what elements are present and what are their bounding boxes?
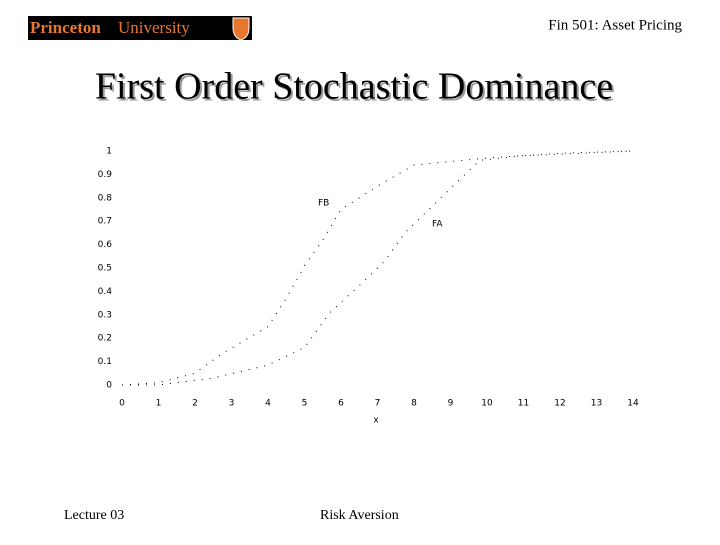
- title-shadow: First Order Stochastic Dominance: [97, 68, 615, 110]
- x-tick-label: 5: [302, 399, 308, 409]
- y-tick-label: 0.2: [98, 334, 112, 344]
- x-tick-label: 12: [554, 399, 565, 409]
- x-tick-label: 11: [518, 399, 529, 409]
- y-tick-label: 0.4: [98, 287, 113, 297]
- y-tick-label: 0.7: [98, 217, 112, 227]
- x-tick-label: 9: [448, 399, 454, 409]
- x-tick-label: 4: [265, 399, 271, 409]
- x-tick-label: 13: [591, 399, 602, 409]
- course: Fin 501: Asset Pricing: [548, 17, 682, 33]
- y-tick-label: 0.5: [98, 264, 112, 274]
- footer-center: Risk Aversion: [320, 508, 399, 523]
- x-tick-label: 2: [192, 399, 198, 409]
- logo-right: University: [118, 18, 190, 37]
- x-tick-label: 0: [119, 399, 125, 409]
- logo-left: Princeton: [30, 18, 101, 37]
- x-tick-label: 7: [375, 399, 381, 409]
- logo-shield: [232, 17, 250, 41]
- title: First Order Stochastic Dominance: [95, 66, 613, 108]
- x-tick-label: 8: [411, 399, 417, 409]
- x-tick-label: 1: [156, 399, 162, 409]
- plot: 0 1 2 3 4 5 6 7 8 9 10 11 12 13 1400.10.20.30.40.50.60…: [98, 147, 639, 409]
- logo-box: [28, 16, 252, 40]
- footer-left: Lecture 03: [64, 508, 124, 523]
- y-tick-label: 1: [106, 147, 112, 157]
- y-tick-label: 0: [106, 381, 112, 391]
- series-label: FA: [432, 220, 443, 230]
- y-tick-label: 0.1: [98, 357, 112, 367]
- cdf-line: [122, 150, 634, 386]
- x-tick-label: 10: [481, 399, 493, 409]
- y-tick-label: 0.9: [98, 170, 113, 180]
- y-tick-label: 0.6: [98, 240, 113, 250]
- series-label: FB: [318, 199, 329, 209]
- y-tick-label: 0.8: [98, 193, 113, 203]
- x-tick-label: 6: [338, 399, 344, 409]
- y-tick-label: 0.3: [98, 310, 112, 320]
- x-axis-label: x: [373, 416, 379, 426]
- x-tick-label: 14: [627, 399, 639, 409]
- x-tick-label: 3: [229, 399, 235, 409]
